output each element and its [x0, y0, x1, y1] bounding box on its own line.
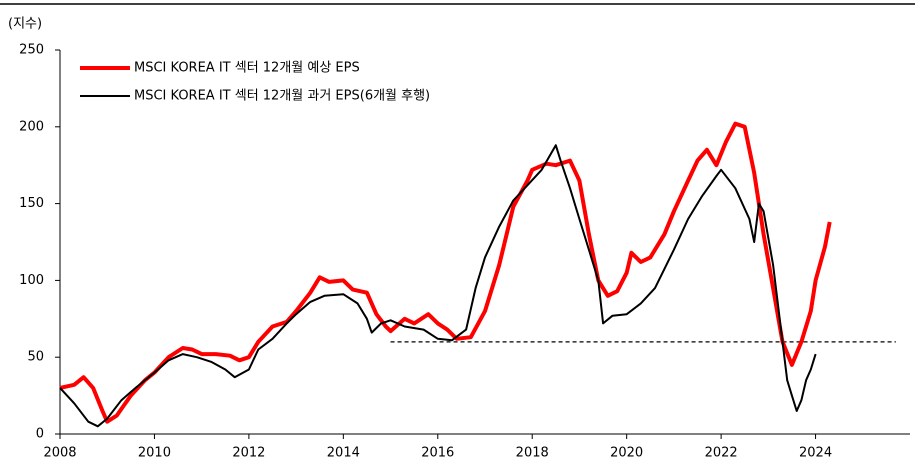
x-tick-label: 2012 [232, 446, 265, 461]
y-tick-label: 200 [19, 119, 44, 134]
y-tick-label: 0 [36, 427, 44, 442]
x-tick-label: 2010 [138, 446, 171, 461]
x-tick-label: 2016 [421, 446, 454, 461]
legend-label: MSCI KOREA IT 섹터 12개월 과거 EPS(6개월 후행) [134, 88, 430, 104]
series-line [59, 144, 817, 428]
series-line [59, 121, 832, 424]
y-tick-label: 250 [19, 43, 44, 58]
y-tick-label: 50 [27, 350, 44, 365]
x-tick-label: 2008 [43, 446, 76, 461]
y-tick-label: 150 [19, 196, 44, 211]
y-tick-label: 100 [19, 273, 44, 288]
x-tick-label: 2024 [799, 446, 832, 461]
x-tick-label: 2022 [705, 446, 738, 461]
x-tick-label: 2020 [610, 446, 643, 461]
x-tick-label: 2018 [516, 446, 549, 461]
y-axis-label: (지수) [8, 17, 42, 32]
x-tick-label: 2014 [327, 446, 360, 461]
legend-label: MSCI KOREA IT 섹터 12개월 예상 EPS [134, 61, 360, 76]
